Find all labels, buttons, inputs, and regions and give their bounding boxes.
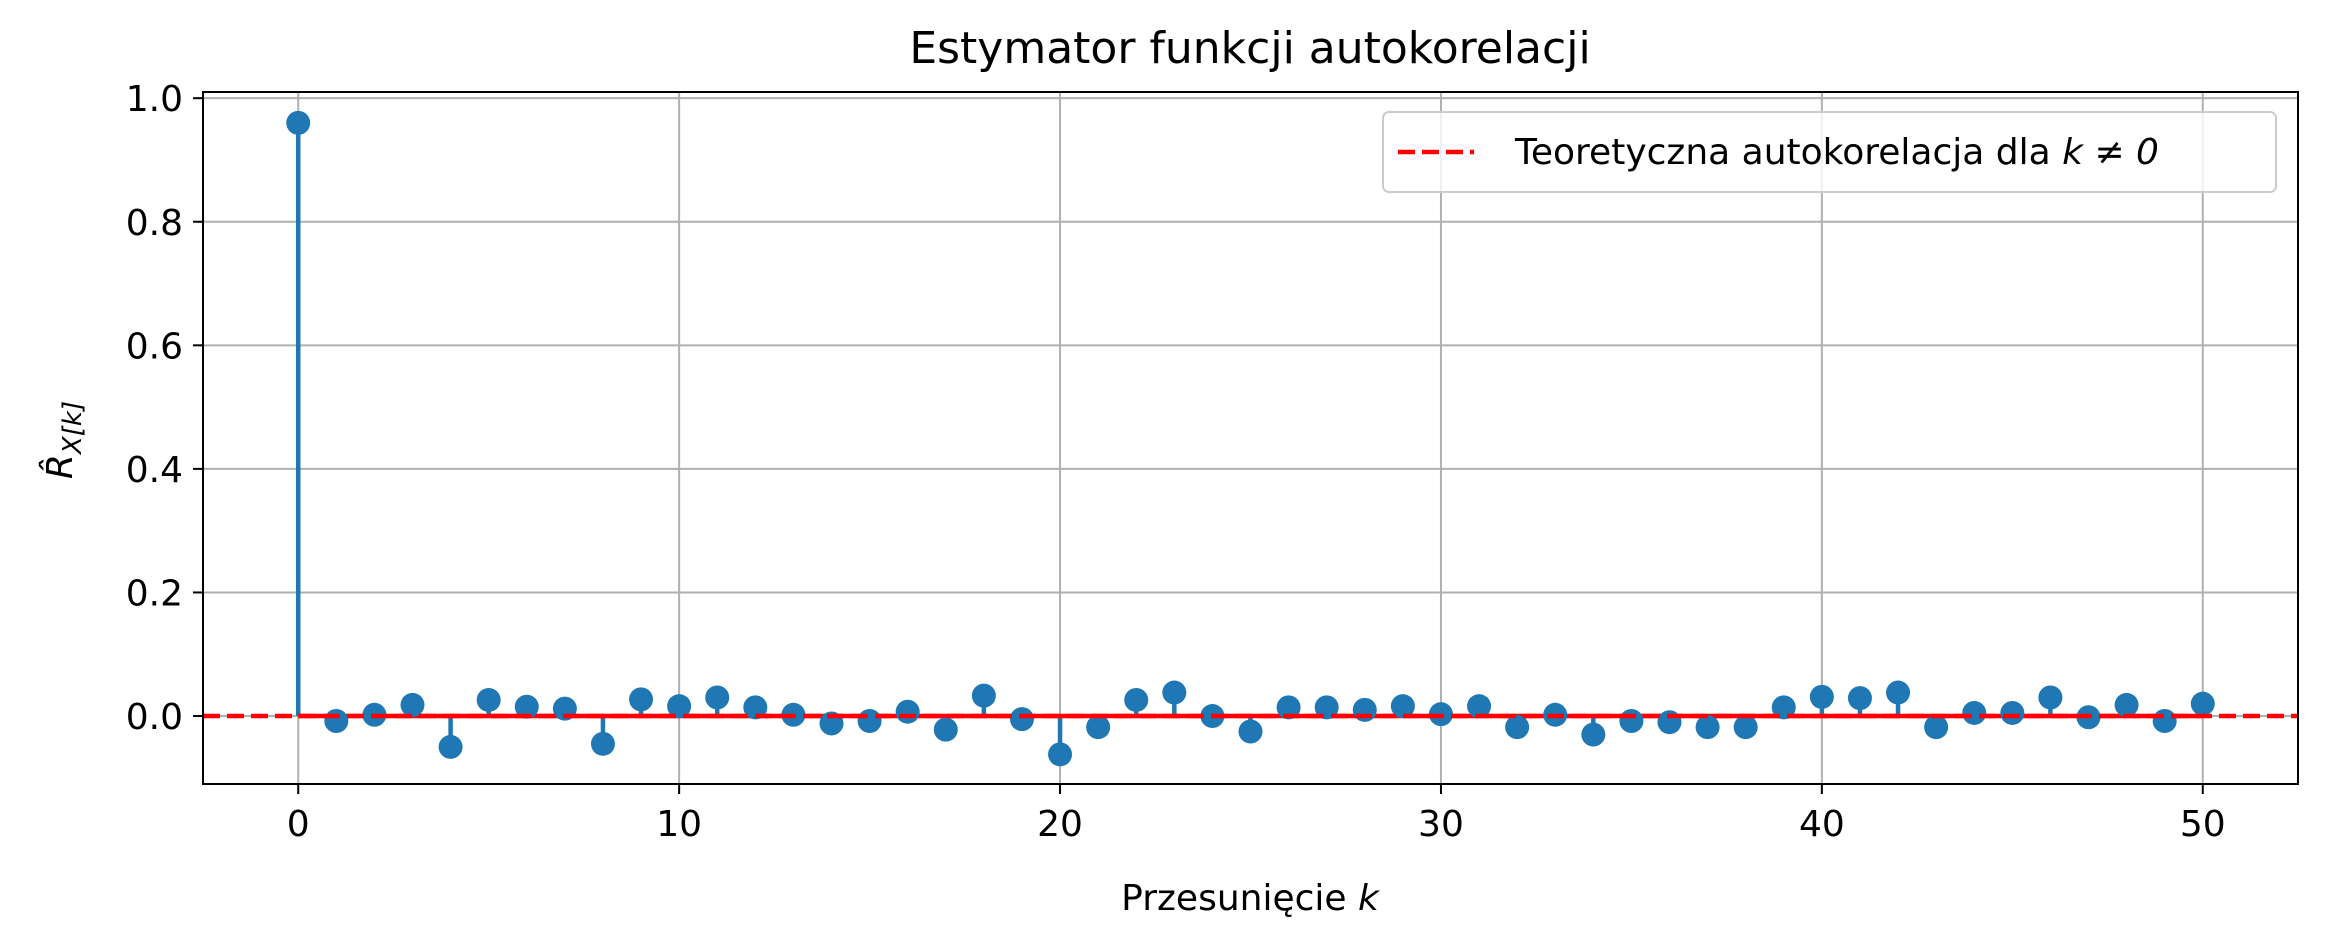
stem-marker [1847, 686, 1872, 711]
y-axis-label-sub: X[k] [58, 401, 88, 456]
stem-marker [1886, 680, 1911, 705]
stem-marker [895, 699, 920, 724]
y-tick-label: 0.8 [126, 203, 183, 244]
stem-marker [2038, 685, 2063, 710]
legend: Teoretyczna autokorelacja dla k ≠ 0 [1382, 111, 2277, 193]
x-tick-label: 10 [656, 804, 702, 845]
stem-marker [1048, 742, 1073, 767]
axis-ticks: 0 10 20 30 40 50 0.0 0.2 0.4 0.6 0.8 1.0 [126, 79, 2226, 845]
x-tick-label: 30 [1418, 804, 1464, 845]
stem-marker [629, 687, 654, 712]
stem-marker [2190, 691, 2215, 716]
stem-marker [1314, 695, 1339, 720]
legend-label-text: Teoretyczna autokorelacja dla [1514, 132, 2062, 173]
stem-marker [743, 695, 768, 720]
y-tick-label: 1.0 [126, 79, 183, 120]
x-axis-label-text: Przesunięcie [1121, 878, 1358, 919]
chart-title: Estymator funkcji autokorelacji [909, 23, 1590, 74]
x-tick-label: 50 [2180, 804, 2226, 845]
legend-label-math: k ≠ 0 [2062, 132, 2159, 173]
stem-marker [933, 717, 958, 742]
stem-marker [2114, 692, 2139, 717]
stem-marker [438, 734, 463, 759]
x-tick-label: 40 [1799, 804, 1845, 845]
legend-label: Teoretyczna autokorelacja dla k ≠ 0 [1514, 132, 2159, 173]
stem-marker [400, 692, 425, 717]
stem-marker [1086, 715, 1111, 740]
stem-marker [705, 685, 730, 710]
y-tick-label: 0.4 [126, 450, 183, 491]
legend-box [1382, 111, 2277, 193]
stem-marker [1809, 684, 1834, 709]
stem-marker [514, 694, 539, 719]
stem-marker [1924, 715, 1949, 740]
stem-marker [1238, 719, 1263, 744]
stem-marker [2152, 708, 2177, 733]
y-tick-label: 0.6 [126, 326, 183, 367]
x-tick-label: 0 [287, 804, 310, 845]
stem-marker [1467, 694, 1492, 719]
stem-marker [857, 708, 882, 733]
y-axis-label-main: R̂ [38, 454, 81, 479]
stem-marker [1733, 715, 1758, 740]
stem-marker [1390, 694, 1415, 719]
stem-marker [971, 683, 996, 708]
stem-marker [1581, 722, 1606, 747]
stem-marker [590, 731, 615, 756]
y-axis-label: R̂X[k] [38, 401, 88, 479]
x-tick-label: 20 [1037, 804, 1083, 845]
plot-frame [202, 91, 2299, 785]
stem-marker [1124, 687, 1149, 712]
stem-marker [324, 708, 349, 733]
y-tick-label: 0.0 [126, 697, 183, 738]
stem-marker [1771, 695, 1796, 720]
stem-marker [1276, 695, 1301, 720]
stem-marker [1505, 715, 1530, 740]
stem-marker [1009, 707, 1034, 732]
stem-marker [2000, 700, 2025, 725]
stem-marker [1695, 715, 1720, 740]
stem-marker [667, 694, 692, 719]
stem-marker [1619, 708, 1644, 733]
x-axis-label: Przesunięcie k [1121, 878, 1381, 919]
stem-marker [286, 110, 311, 135]
y-tick-label: 0.2 [126, 573, 183, 614]
stem-series [286, 110, 2215, 767]
stem-marker [1962, 700, 1987, 725]
x-axis-label-var: k [1358, 878, 1381, 919]
stem-marker [1162, 680, 1187, 705]
stem-marker [476, 687, 501, 712]
